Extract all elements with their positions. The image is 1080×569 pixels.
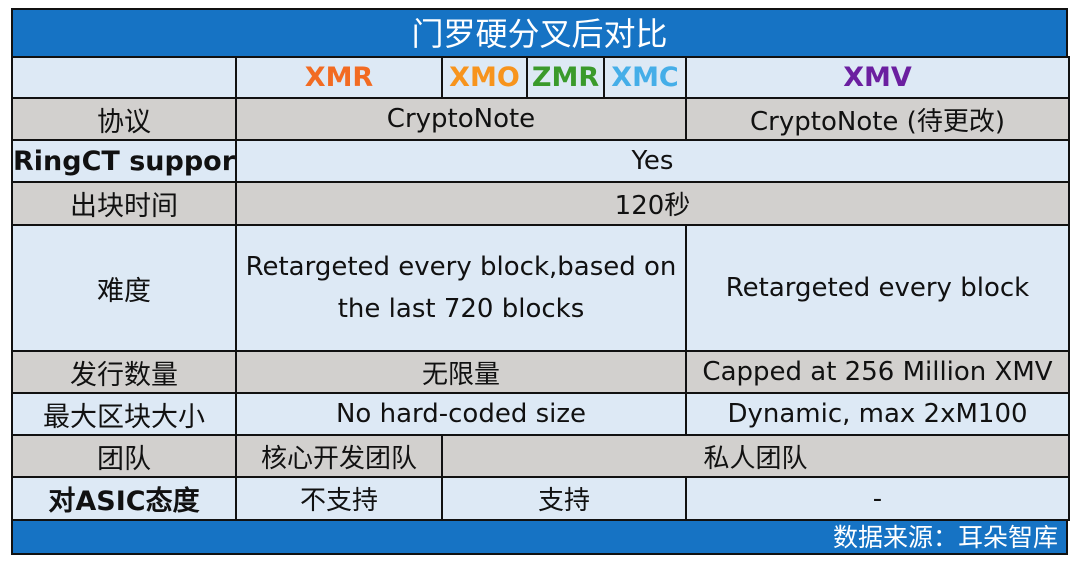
row-team: 团队 核心开发团队 私人团队 <box>11 434 1070 478</box>
header-row: XMR XMO ZMR XMC XMV <box>11 56 1070 99</box>
coin-xmr: XMR <box>304 62 374 93</box>
header-xmo: XMO <box>441 56 528 99</box>
header-xmr: XMR <box>235 56 443 99</box>
issuance-right: Capped at 256 Million XMV <box>685 350 1070 394</box>
row-max-block-size: 最大区块大小 No hard-coded size Dynamic, max 2… <box>11 392 1070 436</box>
row-difficulty: 难度 Retargeted every block,based on the l… <box>11 224 1070 352</box>
row-asic: 对ASIC态度 不支持 支持 - <box>11 476 1070 521</box>
header-zmr: ZMR <box>526 56 605 99</box>
row-ringct: RingCT support Yes <box>11 139 1070 183</box>
ringct-value: Yes <box>235 139 1070 183</box>
asic-xmv: - <box>685 476 1070 521</box>
team-left: 核心开发团队 <box>235 434 443 478</box>
header-xmv: XMV <box>685 56 1070 99</box>
row-label-asic: 对ASIC态度 <box>11 476 237 521</box>
row-label-max-block-size: 最大区块大小 <box>11 392 237 436</box>
protocol-left: CryptoNote <box>235 97 687 141</box>
difficulty-left: Retargeted every block,based on the last… <box>235 224 687 352</box>
coin-zmr: ZMR <box>531 62 600 93</box>
team-right: 私人团队 <box>441 434 1070 478</box>
asic-middle: 支持 <box>441 476 687 521</box>
asic-label-asic: ASIC <box>75 486 146 517</box>
header-empty-cell <box>11 56 237 99</box>
comparison-table: XMR XMO ZMR XMC XMV 协议 CryptoNote Crypto… <box>11 56 1070 521</box>
row-label-team: 团队 <box>11 434 237 478</box>
coin-xmv: XMV <box>843 62 912 93</box>
row-label-protocol: 协议 <box>11 97 237 141</box>
row-label-ringct: RingCT support <box>11 139 237 183</box>
protocol-right: CryptoNote (待更改) <box>685 97 1070 141</box>
row-issuance: 发行数量 无限量 Capped at 256 Million XMV <box>11 350 1070 394</box>
asic-xmr: 不支持 <box>235 476 443 521</box>
row-label-difficulty: 难度 <box>11 224 237 352</box>
asic-label-prefix: 对 <box>48 486 76 517</box>
row-label-block-time: 出块时间 <box>11 181 237 226</box>
table-title: 门罗硬分叉后对比 <box>11 8 1068 56</box>
row-label-issuance: 发行数量 <box>11 350 237 394</box>
header-xmc: XMC <box>603 56 687 99</box>
coin-xmo: XMO <box>449 62 520 93</box>
difficulty-right: Retargeted every block <box>685 224 1070 352</box>
coin-xmc: XMC <box>611 62 679 93</box>
block-time-value: 120秒 <box>235 181 1070 226</box>
comparison-table-container: 门罗硬分叉后对比 XMR XMO ZMR XMC XMV 协议 CryptoNo… <box>11 8 1070 555</box>
max-block-size-right: Dynamic, max 2xM100 <box>685 392 1070 436</box>
issuance-left: 无限量 <box>235 350 687 394</box>
row-block-time: 出块时间 120秒 <box>11 181 1070 226</box>
max-block-size-left: No hard-coded size <box>235 392 687 436</box>
row-protocol: 协议 CryptoNote CryptoNote (待更改) <box>11 97 1070 141</box>
source-footer: 数据来源：耳朵智库 <box>11 521 1068 555</box>
asic-label-suffix: 态度 <box>145 486 200 517</box>
